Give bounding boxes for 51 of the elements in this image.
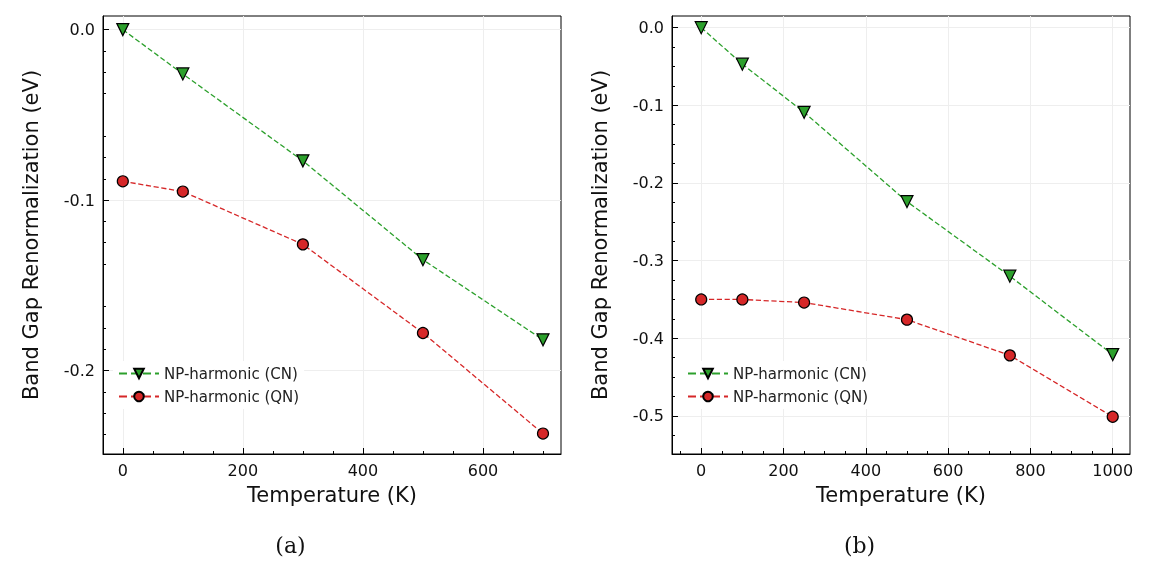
point bbox=[900, 195, 914, 209]
legend-label: NP-harmonic (QN) bbox=[164, 387, 300, 406]
x-tick-label: 400 bbox=[850, 460, 882, 480]
text: (a) bbox=[275, 532, 306, 558]
y-tick-label: -0.2 bbox=[632, 173, 664, 193]
x-tick-label: 600 bbox=[467, 460, 499, 480]
point bbox=[416, 253, 430, 267]
point bbox=[695, 293, 708, 306]
y-tick-label: 0.0 bbox=[638, 18, 664, 38]
point bbox=[797, 105, 811, 119]
point bbox=[1106, 410, 1119, 423]
point bbox=[1003, 269, 1017, 283]
x-tick-label: 800 bbox=[1015, 460, 1046, 480]
point bbox=[900, 313, 914, 326]
point bbox=[1106, 348, 1120, 362]
point bbox=[735, 57, 749, 71]
point bbox=[296, 154, 310, 168]
legend-label: NP-harmonic (CN) bbox=[164, 364, 298, 383]
x-tick-label: 0 bbox=[696, 460, 707, 480]
y-axis-title: Band Gap Renormalization (eV) bbox=[18, 69, 43, 401]
point bbox=[416, 326, 430, 340]
y-tick-label: -0.5 bbox=[632, 406, 664, 426]
point bbox=[176, 185, 189, 198]
point bbox=[1003, 349, 1016, 362]
x-tick-label: 1000 bbox=[1092, 460, 1134, 480]
y-tick-label: -0.4 bbox=[632, 328, 664, 348]
point bbox=[116, 175, 129, 188]
y-tick-label: -0.1 bbox=[63, 190, 95, 210]
x-tick-label: 200 bbox=[768, 460, 799, 480]
y-tick-label: -0.2 bbox=[63, 360, 95, 380]
x-axis-title: Temperature (K) bbox=[815, 482, 986, 507]
point bbox=[296, 238, 309, 251]
legend-label: NP-harmonic (CN) bbox=[733, 364, 867, 383]
point bbox=[798, 296, 811, 309]
x-tick-label: 0 bbox=[117, 460, 128, 480]
x-tick-label: 400 bbox=[347, 460, 379, 480]
y-axis-title: Band Gap Renormalization (eV) bbox=[587, 69, 612, 401]
point bbox=[176, 67, 190, 81]
legend-label: NP-harmonic (QN) bbox=[733, 387, 869, 406]
text: (b) bbox=[843, 532, 876, 558]
point bbox=[736, 293, 749, 306]
y-tick-label: 0.0 bbox=[69, 20, 95, 40]
x-tick-label: 200 bbox=[227, 460, 259, 480]
point bbox=[536, 427, 550, 440]
point bbox=[694, 21, 708, 35]
y-tick-label: -0.3 bbox=[632, 251, 664, 271]
x-tick-label: 600 bbox=[932, 460, 964, 480]
point bbox=[116, 23, 130, 37]
y-tick-label: -0.1 bbox=[632, 95, 664, 115]
x-axis-title: Temperature (K) bbox=[246, 482, 417, 507]
point bbox=[536, 333, 550, 347]
